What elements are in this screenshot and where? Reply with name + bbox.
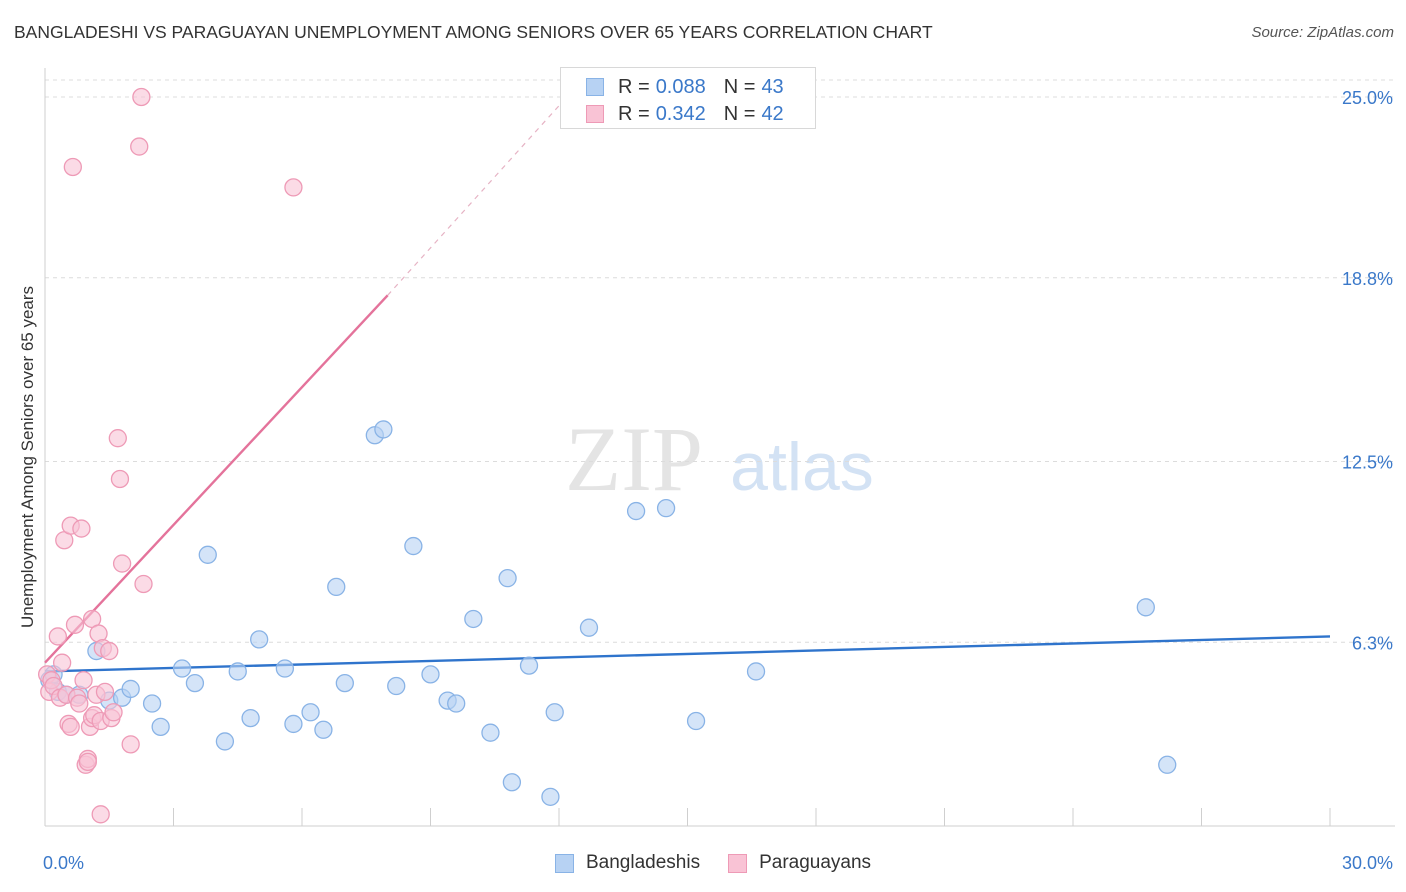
- point-paraguayan: [72, 519, 91, 538]
- point-bangladeshi: [1136, 598, 1155, 617]
- point-bangladeshi: [746, 662, 766, 681]
- point-bangladeshi: [215, 732, 235, 751]
- point-paraguayan: [121, 735, 140, 754]
- point-bangladeshi: [502, 773, 522, 792]
- point-bangladeshi: [404, 536, 423, 556]
- point-paraguayan: [104, 703, 123, 722]
- correlation-legend: R = 0.088 N = 43 R = 0.342 N = 42: [560, 67, 816, 129]
- y-axis-label: Unemployment Among Seniors over 65 years: [18, 286, 37, 628]
- legend-swatch-pink: [728, 853, 748, 873]
- point-bangladeshi: [421, 665, 440, 684]
- point-paraguayan: [78, 752, 97, 771]
- point-bangladeshi: [185, 673, 205, 693]
- y-tick-label: 18.8%: [1342, 269, 1393, 289]
- point-bangladeshi: [656, 499, 676, 518]
- legend-r-value: 0.342: [655, 102, 706, 125]
- point-bangladeshi: [275, 659, 295, 678]
- point-bangladeshi: [498, 568, 517, 588]
- point-paraguayan: [132, 87, 151, 107]
- legend-n-label: N =: [723, 102, 756, 125]
- point-paraguayan: [74, 671, 93, 690]
- point-paraguayan: [95, 682, 115, 702]
- trend-line-paraguayans-extension: [387, 105, 560, 296]
- trend-lines: [44, 105, 1331, 673]
- point-bangladeshi: [464, 609, 483, 629]
- tick-labels: 6.3% 12.5% 18.8% 25.0% 0.0% 30.0%: [43, 88, 1393, 873]
- legend-swatch-pink: [586, 105, 604, 123]
- legend-swatch-blue: [586, 78, 604, 96]
- trend-line-bangladeshis: [44, 635, 1331, 673]
- legend-row-paraguayans: R = 0.342 N = 42: [586, 101, 784, 127]
- y-tick-label: 6.3%: [1352, 633, 1393, 653]
- point-bangladeshi: [519, 656, 539, 675]
- watermark-zip: ZIP: [565, 408, 703, 510]
- series-legend: Bangladeshis Paraguayans: [555, 852, 899, 874]
- y-tick-label: 25.0%: [1342, 88, 1393, 108]
- legend-item-bangladeshis[interactable]: Bangladeshis: [555, 852, 700, 874]
- point-bangladeshi: [151, 717, 170, 737]
- source-credit: Source: ZipAtlas.com: [1251, 24, 1394, 41]
- axes: [44, 68, 1395, 827]
- point-bangladeshi: [241, 708, 260, 728]
- legend-n-value: 42: [761, 102, 784, 125]
- watermark-atlas: atlas: [730, 429, 874, 505]
- point-bangladeshi: [314, 720, 333, 739]
- point-bangladeshi: [172, 659, 192, 678]
- point-paraguayan: [65, 615, 85, 634]
- legend-r-label: R =: [618, 75, 650, 98]
- legend-n-value: 43: [761, 75, 784, 98]
- point-bangladeshi: [374, 420, 393, 439]
- legend-label-bangladeshis: Bangladeshis: [586, 852, 701, 873]
- legend-r-label: R =: [618, 102, 650, 125]
- point-bangladeshi: [481, 723, 500, 742]
- trend-line-paraguayans: [44, 294, 389, 664]
- point-paraguayan: [91, 805, 110, 824]
- point-bangladeshi: [545, 703, 564, 722]
- point-paraguayan: [130, 137, 149, 156]
- point-bangladeshi: [626, 501, 646, 521]
- point-bangladeshi: [541, 787, 560, 806]
- gridlines: [45, 79, 1395, 643]
- point-paraguayan: [112, 554, 132, 573]
- point-paraguayan: [70, 694, 89, 713]
- point-bangladeshi: [335, 673, 354, 693]
- point-bangladeshi: [228, 662, 247, 681]
- point-paraguayan: [63, 157, 82, 177]
- point-bangladeshi: [198, 545, 217, 564]
- data-points: [37, 87, 1177, 824]
- point-paraguayan: [110, 469, 130, 489]
- point-paraguayan: [61, 717, 80, 737]
- watermark: ZIP atlas: [565, 408, 874, 510]
- point-bangladeshi: [1158, 755, 1177, 774]
- legend-row-bangladeshis: R = 0.088 N = 43: [586, 74, 784, 100]
- point-paraguayan: [52, 653, 72, 672]
- y-tick-label: 12.5%: [1342, 453, 1393, 473]
- legend-r-value: 0.088: [655, 75, 706, 98]
- point-bangladeshi: [121, 679, 140, 699]
- point-paraguayan: [100, 641, 119, 661]
- point-bangladeshi: [447, 694, 466, 713]
- point-bangladeshi: [250, 630, 269, 649]
- point-bangladeshi: [284, 714, 303, 734]
- x-tick-label: 30.0%: [1342, 853, 1393, 873]
- legend-swatch-blue: [555, 853, 574, 873]
- point-paraguayan: [134, 574, 153, 594]
- x-tick-label: 0.0%: [43, 853, 84, 873]
- point-bangladeshi: [327, 577, 346, 597]
- point-bangladeshi: [142, 694, 162, 713]
- legend-item-paraguayans[interactable]: Paraguayans: [728, 852, 871, 874]
- point-paraguayan: [284, 178, 303, 197]
- chart-title: BANGLADESHI VS PARAGUAYAN UNEMPLOYMENT A…: [14, 22, 933, 42]
- point-paraguayan: [48, 627, 67, 646]
- legend-label-paraguayans: Paraguayans: [759, 852, 872, 873]
- point-paraguayan: [108, 429, 127, 448]
- point-bangladeshi: [301, 703, 320, 722]
- point-bangladeshi: [686, 711, 706, 731]
- legend-n-label: N =: [723, 75, 756, 98]
- point-bangladeshi: [387, 676, 406, 696]
- point-bangladeshi: [579, 618, 599, 637]
